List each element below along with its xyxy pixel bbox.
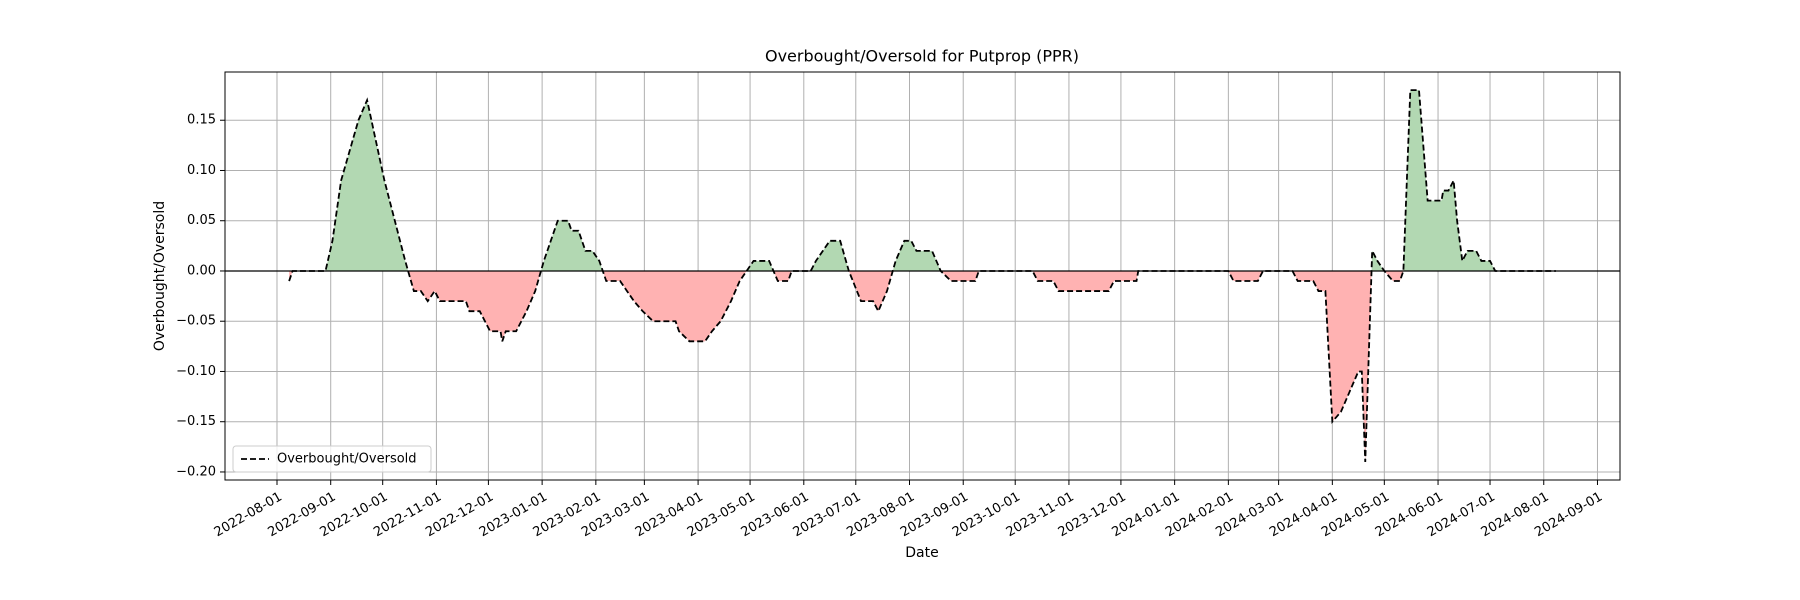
y-tick-label: 0.15 <box>187 113 216 128</box>
line <box>288 89 1556 462</box>
legend: Overbought/Oversold <box>232 445 432 473</box>
legend-label: Overbought/Oversold <box>277 452 417 467</box>
plot-frame <box>224 71 1621 481</box>
y-tick-label: −0.10 <box>176 364 216 379</box>
y-tick-label: 0.10 <box>187 163 216 178</box>
y-tick-label: 0.05 <box>187 213 216 228</box>
area-above <box>289 90 1556 271</box>
legend-frame <box>232 445 432 473</box>
area-below <box>289 270 1404 462</box>
y-tick-label: −0.20 <box>176 464 216 479</box>
y-tick-label: −0.15 <box>176 414 216 429</box>
y-axis-label: Overbought/Oversold <box>152 201 168 351</box>
chart-title: Overbought/Oversold for Putprop (PPR) <box>765 47 1079 66</box>
x-axis-label: Date <box>905 545 938 561</box>
y-tick-label: −0.05 <box>176 314 216 329</box>
y-tick-label: 0.00 <box>187 263 216 278</box>
